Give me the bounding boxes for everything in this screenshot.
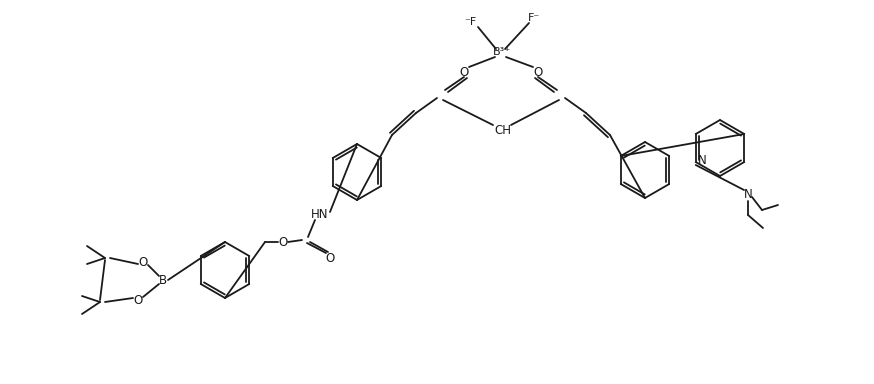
Text: N: N xyxy=(744,189,753,202)
Text: B³⁺: B³⁺ xyxy=(493,47,511,57)
Text: F⁻: F⁻ xyxy=(528,13,540,23)
Text: O: O xyxy=(134,293,142,306)
Text: O: O xyxy=(460,66,468,78)
Text: CH: CH xyxy=(495,124,511,136)
Text: HN: HN xyxy=(311,209,329,222)
Text: ⁻F: ⁻F xyxy=(464,17,476,27)
Text: B: B xyxy=(159,273,167,286)
Text: O: O xyxy=(138,255,148,268)
Text: O: O xyxy=(279,235,288,248)
Text: N: N xyxy=(697,154,706,167)
Text: O: O xyxy=(533,66,543,78)
Text: O: O xyxy=(325,252,335,265)
